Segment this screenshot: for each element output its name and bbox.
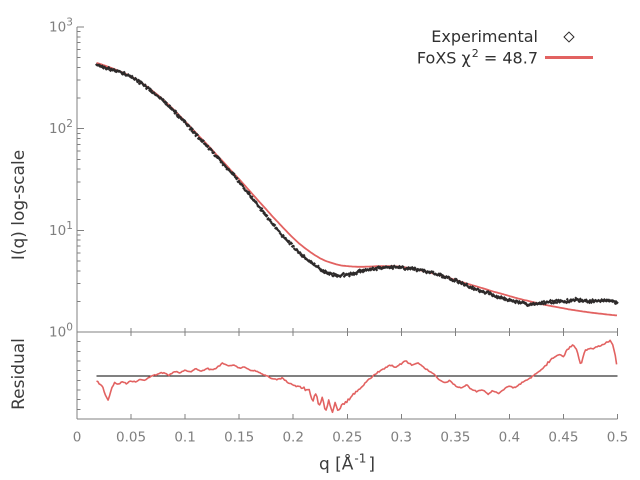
x-tick-label: 0.35 (440, 430, 470, 446)
x-tick-label: 0.5 (607, 430, 628, 446)
y-tick-label: 101 (49, 220, 73, 239)
foxs-fit-line (96, 61, 618, 317)
x-tick-label: 0.45 (548, 430, 578, 446)
legend-item-experimental: Experimental (350, 26, 600, 47)
diamond-marker-icon (563, 30, 575, 43)
legend-label-foxs: FoXS χ2 = 48.7 (416, 47, 538, 68)
fit-line-swatch-icon (545, 56, 593, 59)
x-tick-label: 0.25 (332, 430, 362, 446)
x-tick-label: 0.1 (174, 430, 195, 446)
x-tick-label: 0.3 (391, 430, 412, 446)
y-tick-label: 102 (49, 118, 73, 137)
x-tick-label: 0 (73, 430, 82, 446)
y-tick-label: 100 (49, 322, 73, 341)
legend-item-foxs-fit: FoXS χ2 = 48.7 (350, 47, 600, 68)
legend-label-experimental: Experimental (431, 27, 538, 46)
x-axis-title: q [Å-1] (318, 451, 376, 475)
legend: Experimental FoXS χ2 = 48.7 (350, 26, 600, 68)
y-axis-title-residual: Residual (9, 338, 29, 410)
experimental-points (95, 63, 619, 308)
x-tick-label: 0.4 (499, 430, 520, 446)
x-tick-label: 0.15 (224, 430, 254, 446)
x-tick-label: 0.05 (116, 430, 146, 446)
y-tick-label: 103 (49, 17, 73, 36)
x-tick-label: 0.2 (282, 430, 303, 446)
y-axis-title-intensity: I(q) log-scale (9, 149, 29, 261)
residual-line (96, 339, 618, 414)
